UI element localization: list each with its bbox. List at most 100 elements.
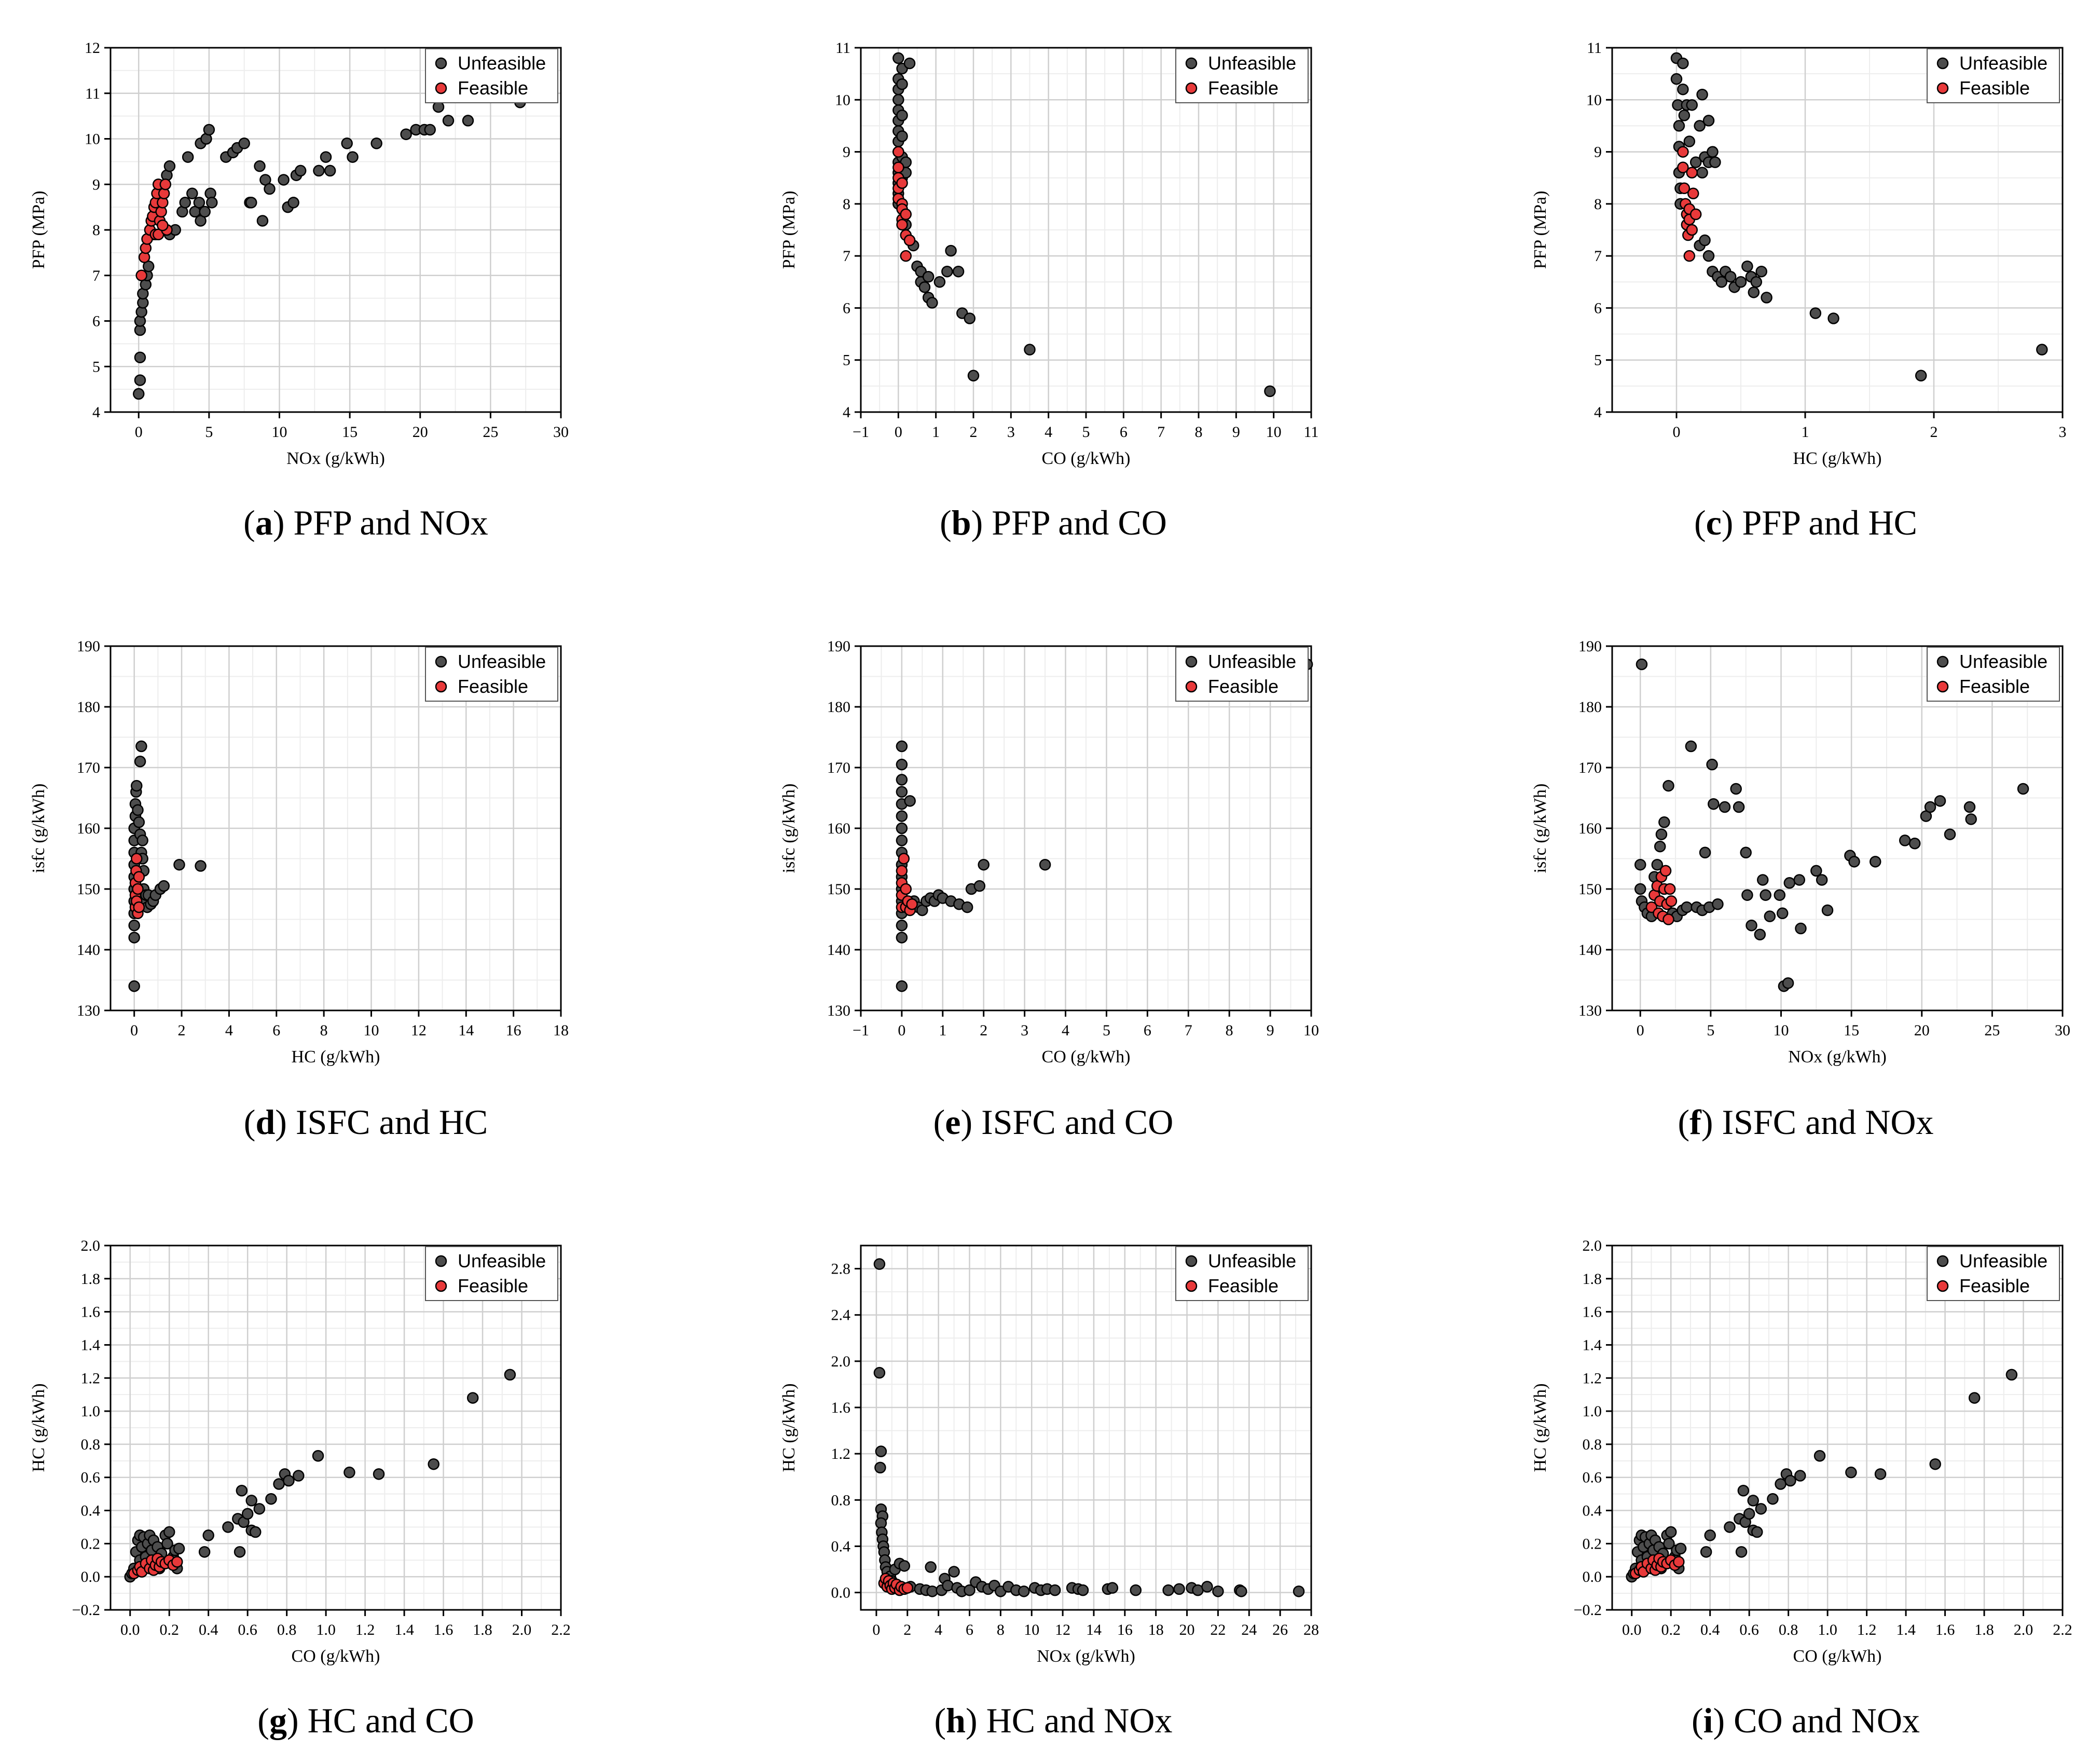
y-axis-label: isfc (g/kWh) — [29, 784, 48, 873]
y-tick-label: 0.0 — [1583, 1568, 1602, 1585]
data-point-unfeasible — [241, 1508, 254, 1520]
series-unfeasible — [1670, 52, 2048, 382]
data-point-unfeasible — [134, 756, 146, 768]
y-tick-label: 0.2 — [81, 1535, 101, 1552]
data-point-unfeasible — [1706, 758, 1718, 771]
data-point-unfeasible — [1968, 1392, 1981, 1404]
data-point-unfeasible — [1212, 1585, 1224, 1597]
data-point-feasible — [1678, 182, 1691, 195]
data-point-unfeasible — [466, 1392, 479, 1404]
y-tick-label: 150 — [1578, 881, 1602, 898]
y-tick-label: 190 — [77, 638, 100, 655]
y-tick-label: 4 — [843, 404, 850, 421]
chart-panel-e: −1 0 1 2 3 4 5 6 7 8 9 10 130 140 150 160 170 180 190 CO (g… — [779, 638, 1319, 1142]
data-point-unfeasible — [1655, 828, 1668, 840]
legend-label-feasible: Feasible — [1959, 1275, 2030, 1296]
data-point-unfeasible — [1707, 146, 1719, 158]
legend-label-unfeasible: Unfeasible — [458, 52, 546, 74]
x-tick-label: 8 — [1195, 423, 1203, 441]
data-point-unfeasible — [896, 980, 908, 992]
x-tick-label: −1 — [853, 1022, 869, 1039]
series-feasible — [135, 179, 173, 281]
series-feasible — [892, 146, 916, 262]
legend-box — [1175, 1246, 1309, 1301]
data-point-feasible — [1659, 865, 1672, 877]
data-point-unfeasible — [347, 151, 359, 163]
data-point-unfeasible — [173, 1542, 185, 1555]
x-tick-label: 1 — [1802, 423, 1809, 441]
data-point-unfeasible — [896, 78, 908, 90]
legend: Unfeasible Feasible — [425, 647, 558, 702]
x-axis-label: CO (g/kWh) — [1793, 1647, 1882, 1666]
x-tick-label: 10 — [272, 423, 287, 441]
x-tick-label: 1.4 — [394, 1621, 414, 1638]
data-point-unfeasible — [952, 265, 965, 278]
data-point-unfeasible — [135, 740, 147, 753]
data-point-unfeasible — [1696, 167, 1708, 179]
caption: (g) HC and CO — [257, 1701, 474, 1740]
data-point-unfeasible — [1934, 795, 1946, 807]
y-tick-label: 11 — [835, 39, 850, 57]
data-point-unfeasible — [1665, 1526, 1677, 1538]
y-tick-label: 8 — [843, 196, 850, 213]
y-tick-label: 11 — [85, 85, 100, 102]
x-tick-label: 2 — [980, 1022, 987, 1039]
x-tick-label: 10 — [1774, 1022, 1789, 1039]
x-tick-label: 8 — [1226, 1022, 1233, 1039]
data-point-unfeasible — [1735, 276, 1747, 288]
caption-paren-open: ( — [1678, 1102, 1690, 1142]
y-tick-label: 10 — [85, 131, 100, 148]
y-tick-label: 140 — [77, 941, 100, 959]
caption-text: ) ISFC and CO — [960, 1102, 1173, 1142]
data-point-unfeasible — [1735, 1546, 1748, 1558]
x-tick-label: 2.2 — [551, 1621, 571, 1638]
x-tick-label: 2 — [1930, 423, 1938, 441]
data-point-unfeasible — [233, 1546, 246, 1558]
data-point-unfeasible — [978, 858, 990, 871]
data-point-unfeasible — [896, 130, 908, 142]
data-point-feasible — [900, 883, 912, 895]
x-tick-label: 4 — [935, 1621, 942, 1638]
x-tick-label: 2.0 — [2014, 1621, 2033, 1638]
y-axis-label: PFP (MPa) — [779, 191, 799, 269]
data-point-unfeasible — [873, 1366, 886, 1379]
data-point-unfeasible — [1869, 856, 1881, 868]
data-point-unfeasible — [313, 165, 325, 177]
y-axis-label: HC (g/kWh) — [1531, 1384, 1550, 1472]
x-tick-label: 3 — [1007, 423, 1015, 441]
caption-letter: a — [255, 503, 273, 542]
data-point-unfeasible — [1674, 1542, 1687, 1555]
data-point-unfeasible — [1689, 156, 1702, 168]
data-point-unfeasible — [1761, 292, 1772, 304]
y-tick-label: 190 — [827, 638, 850, 655]
data-point-unfeasible — [1694, 120, 1706, 132]
y-tick-label: 0.8 — [81, 1436, 101, 1453]
x-tick-label: 0.0 — [120, 1621, 140, 1638]
data-point-unfeasible — [193, 197, 205, 209]
y-tick-label: 6 — [1594, 299, 1602, 317]
data-point-unfeasible — [133, 388, 145, 400]
y-axis-label: isfc (g/kWh) — [1531, 784, 1550, 873]
x-axis-label: HC (g/kWh) — [1793, 449, 1882, 468]
plot-frame — [860, 1245, 1312, 1611]
chart-panel-a: 0 5 10 15 20 25 30 4 5 6 7 8 9 10 11 12 NOx (g/kWh) PFP (… — [29, 39, 569, 542]
x-tick-label: 0 — [1637, 1022, 1644, 1039]
x-tick-label: 10 — [1024, 1621, 1039, 1638]
grid — [111, 1246, 561, 1610]
y-tick-label: 5 — [1594, 352, 1602, 369]
data-point-unfeasible — [1794, 1470, 1806, 1482]
data-point-unfeasible — [896, 835, 908, 846]
data-point-unfeasible — [341, 138, 353, 149]
data-point-unfeasible — [1813, 1450, 1826, 1462]
data-point-unfeasible — [133, 816, 145, 828]
data-point-feasible — [1677, 161, 1689, 173]
y-tick-label: 0.0 — [831, 1584, 851, 1602]
caption: (d) ISFC and HC — [244, 1102, 488, 1142]
data-point-unfeasible — [973, 880, 986, 892]
data-point-unfeasible — [504, 1369, 516, 1381]
plot-frame — [1611, 1245, 2064, 1611]
x-tick-label: 5 — [205, 423, 213, 441]
y-tick-label: 0.4 — [1583, 1502, 1602, 1520]
data-point-unfeasible — [293, 1470, 305, 1482]
caption-text: ) PFP and NOx — [273, 503, 488, 542]
